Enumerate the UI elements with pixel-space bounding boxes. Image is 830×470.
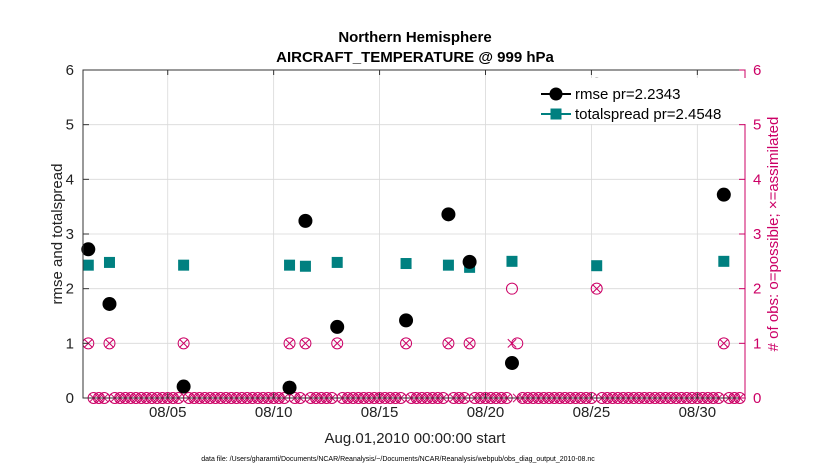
rmse-marker <box>716 187 731 202</box>
legend-rmse-label: rmse pr=2.2343 <box>575 86 680 103</box>
totalspread-marker <box>591 260 603 272</box>
y-tick-label-left: 1 <box>66 335 74 352</box>
y-tick-label-right: 5 <box>753 117 761 134</box>
legend-totalspread-marker <box>550 108 562 120</box>
obs-assimilated-stroke <box>592 284 602 294</box>
obs-assimilated-marker <box>179 338 189 348</box>
rmse-marker <box>330 319 345 334</box>
obs-possible-marker <box>103 337 116 350</box>
rmse-marker <box>81 242 96 257</box>
obs-assimilated-marker <box>332 338 342 348</box>
obs-assimilated-stroke <box>300 338 310 348</box>
obs-assimilated-stroke <box>465 338 475 348</box>
totalspread-marker <box>82 259 94 271</box>
y-tick-label-right: 4 <box>753 171 761 188</box>
obs-possible-marker <box>463 337 476 350</box>
obs-assimilated-stroke <box>284 338 295 348</box>
rmse-marker <box>462 254 477 269</box>
totalspread-marker <box>284 259 296 271</box>
obs-possible-marker <box>177 337 190 350</box>
obs-assimilated-stroke <box>104 338 115 348</box>
x-tick-label: 08/05 <box>149 404 187 421</box>
obs-assimilated-stroke <box>332 338 342 348</box>
totalspread-marker <box>299 260 311 272</box>
data-file-footnote: data file: /Users/gharamti/Documents/NCA… <box>201 456 595 463</box>
y-tick-label-right: 0 <box>753 390 761 407</box>
legend-box <box>538 78 746 124</box>
x-tick-label: 08/15 <box>361 404 399 421</box>
obs-possible-marker <box>442 337 455 350</box>
y-tick-label-left: 4 <box>66 171 74 188</box>
obs-assimilated-marker <box>284 338 295 348</box>
obs-assimilated-marker <box>443 338 453 348</box>
grid-lines <box>83 70 745 398</box>
y-tick-label-right: 6 <box>753 62 761 79</box>
rmse-marker <box>399 313 414 328</box>
obs-assimilated-marker <box>592 284 602 294</box>
y-tick-label-left: 5 <box>66 117 74 134</box>
totalspread-marker <box>178 259 190 271</box>
axes: 08/05 08/10 08/15 08/20 08/25 08/30 0 1 2 3 4 5 6 0 1 2… <box>66 62 762 421</box>
obs-assimilated-marker <box>507 338 517 348</box>
totalspread-marker <box>506 255 518 267</box>
rmse-marker <box>504 356 519 371</box>
obs-assimilated-stroke <box>179 338 189 348</box>
x-axis-label: Aug.01,2010 00:00:00 start <box>325 430 507 447</box>
y-tick-label-left: 6 <box>66 62 74 79</box>
obs-possible-marker <box>505 282 518 295</box>
obs-possible-marker <box>299 337 312 350</box>
obs-assimilated-stroke <box>507 338 517 348</box>
totalspread-marker <box>331 256 343 268</box>
totalspread-marker <box>400 258 412 270</box>
obs-assimilated-marker <box>465 338 475 348</box>
y-tick-label-right: 2 <box>753 281 761 298</box>
x-tick-label: 08/30 <box>679 404 717 421</box>
obs-possible-marker <box>283 337 296 350</box>
totalspread-marker <box>103 256 115 268</box>
obs-assimilated-marker <box>401 338 411 348</box>
rmse-marker <box>441 207 456 222</box>
legend: rmse pr=2.2343 totalspread pr=2.4548 <box>538 78 746 124</box>
y-tick-label-left: 2 <box>66 281 74 298</box>
y-axis-label-left: rmse and totalspread <box>49 164 66 305</box>
obs-assimilated-stroke <box>401 338 411 348</box>
chart-subtitle: AIRCRAFT_TEMPERATURE @ 999 hPa <box>276 49 554 66</box>
rmse-marker <box>176 379 191 394</box>
rmse-marker <box>102 296 117 311</box>
obs-possible-marker <box>590 282 603 295</box>
x-tick-label: 08/25 <box>573 404 611 421</box>
y-tick-label-right: 1 <box>753 335 761 352</box>
obs-possible-marker <box>400 337 413 350</box>
obs-assimilated-stroke <box>719 338 729 348</box>
obs-assimilated-marker <box>719 338 729 348</box>
obs-assimilated-marker <box>104 338 115 348</box>
chart-title: Northern Hemisphere <box>338 29 491 46</box>
legend-rmse-marker <box>549 87 563 101</box>
y-tick-label-right: 3 <box>753 226 761 243</box>
x-tick-label: 08/10 <box>255 404 293 421</box>
obs-possible-marker <box>331 337 344 350</box>
rmse-marker <box>282 380 297 395</box>
y-tick-label-left: 3 <box>66 226 74 243</box>
rmse-marker <box>298 213 313 228</box>
y-axis-label-right: # of obs: o=possible; ×=assimilated <box>765 117 782 352</box>
totalspread-marker <box>442 259 454 271</box>
x-tick-label: 08/20 <box>467 404 505 421</box>
totalspread-marker <box>718 255 730 267</box>
y-tick-label-left: 0 <box>66 390 74 407</box>
obs-assimilated-marker <box>300 338 310 348</box>
obs-assimilated-stroke <box>443 338 453 348</box>
obs-possible-marker <box>717 337 730 350</box>
legend-totalspread-label: totalspread pr=2.4548 <box>575 106 721 123</box>
